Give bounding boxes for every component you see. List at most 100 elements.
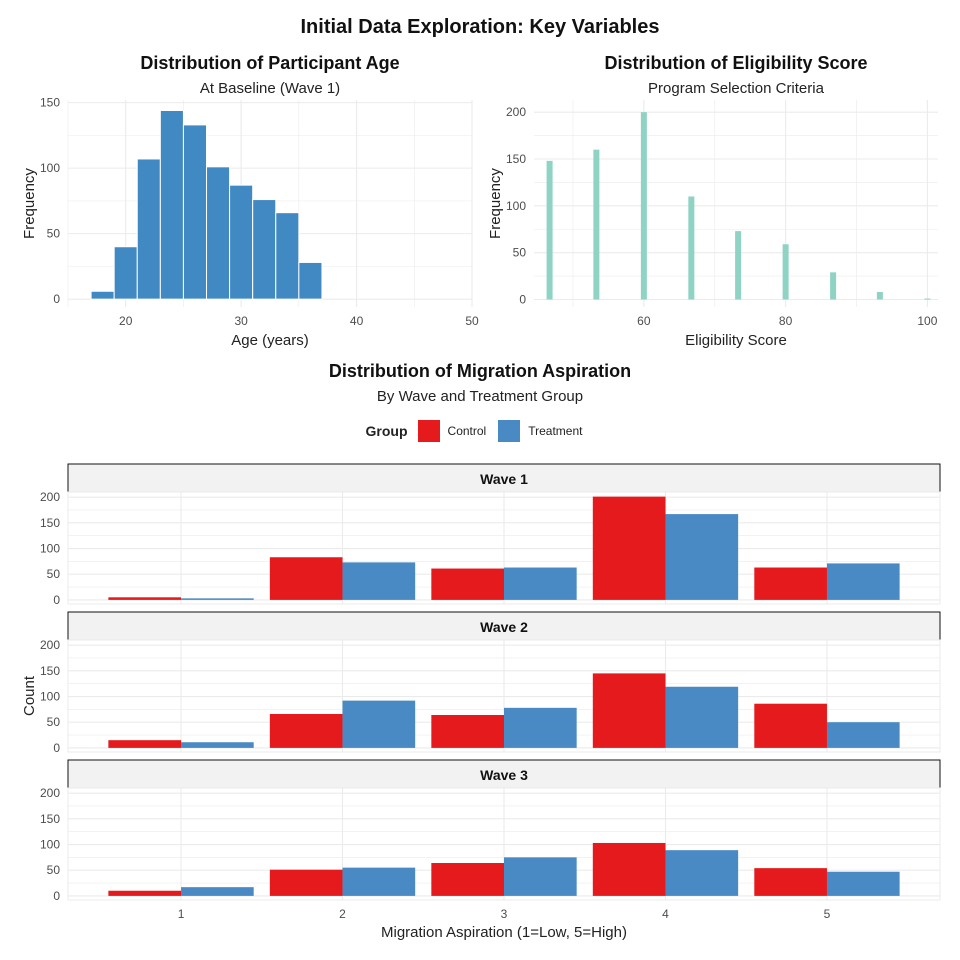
facet-strip bbox=[67, 611, 941, 641]
bar-control bbox=[754, 703, 827, 748]
eligibility-y-tick-label: 150 bbox=[506, 152, 526, 166]
migration-y-tick-label: 0 bbox=[53, 593, 60, 607]
migration-y-tick-label: 50 bbox=[47, 863, 61, 877]
bar-control bbox=[754, 567, 827, 600]
legend-title: Group bbox=[365, 423, 408, 439]
legend-label-control: Control bbox=[447, 424, 487, 438]
bar-treatment bbox=[342, 700, 416, 748]
legend-item-control: Control bbox=[417, 420, 487, 442]
migration-y-tick-label: 150 bbox=[40, 516, 60, 530]
migration-y-tick-label: 0 bbox=[53, 889, 60, 903]
migration-y-tick-label: 50 bbox=[47, 567, 61, 581]
age-x-axis-label: Age (years) bbox=[231, 332, 309, 349]
eligibility-y-tick-label: 200 bbox=[506, 105, 526, 119]
migration-y-tick-label: 200 bbox=[40, 786, 60, 800]
bar-treatment bbox=[826, 563, 900, 600]
age-histogram-bar bbox=[275, 212, 300, 300]
age-y-tick-label: 150 bbox=[40, 96, 60, 110]
facet-strip-label: Wave 3 bbox=[480, 767, 528, 783]
migration-chart-title: Distribution of Migration Aspiration bbox=[328, 361, 632, 381]
bar-treatment bbox=[665, 686, 739, 748]
eligibility-histogram-bar bbox=[735, 231, 742, 300]
age-chart-title: Distribution of Participant Age bbox=[140, 53, 400, 73]
eligibility-chart-title: Distribution of Eligibility Score bbox=[604, 53, 868, 73]
age-y-tick-label: 0 bbox=[53, 292, 60, 306]
bar-control bbox=[754, 868, 827, 896]
eligibility-x-axis-label: Eligibility Score bbox=[685, 332, 787, 349]
bar-control bbox=[431, 863, 504, 896]
migration-x-tick-label: 2 bbox=[339, 907, 346, 921]
group-legend: Group Control Treatment bbox=[0, 418, 960, 444]
bar-treatment bbox=[826, 722, 900, 748]
migration-y-tick-label: 100 bbox=[40, 838, 60, 852]
eligibility-histogram-bar bbox=[924, 298, 931, 300]
migration-x-axis-label: Migration Aspiration (1=Low, 5=High) bbox=[381, 924, 627, 941]
eligibility-histogram-bar bbox=[830, 272, 837, 300]
eligibility-x-tick-label: 60 bbox=[637, 314, 651, 328]
bar-treatment bbox=[181, 598, 254, 600]
age-x-tick-label: 40 bbox=[350, 314, 364, 328]
bar-treatment bbox=[504, 567, 577, 600]
migration-y-tick-label: 200 bbox=[40, 638, 60, 652]
legend-label-treatment: Treatment bbox=[528, 424, 583, 438]
eligibility-histogram-bar bbox=[876, 292, 883, 300]
facet-strip bbox=[67, 463, 941, 493]
migration-chart-subtitle: By Wave and Treatment Group bbox=[376, 388, 584, 405]
bar-treatment bbox=[826, 871, 900, 896]
migration-y-tick-label: 150 bbox=[40, 664, 60, 678]
legend-item-treatment: Treatment bbox=[498, 420, 582, 442]
bar-control bbox=[269, 869, 343, 896]
migration-x-tick-label: 3 bbox=[501, 907, 508, 921]
bar-treatment bbox=[342, 562, 416, 600]
legend-swatch-control bbox=[417, 420, 440, 442]
age-x-tick-label: 20 bbox=[119, 314, 133, 328]
bar-control bbox=[269, 713, 343, 748]
figure-title: Initial Data Exploration: Key Variables bbox=[300, 16, 660, 38]
migration-y-tick-label: 100 bbox=[40, 542, 60, 556]
migration-x-tick-label: 5 bbox=[824, 907, 831, 921]
eligibility-x-tick-label: 80 bbox=[779, 314, 793, 328]
migration-y-tick-label: 50 bbox=[47, 715, 61, 729]
eligibility-histogram-bar bbox=[782, 244, 789, 300]
migration-y-axis-label: Count bbox=[21, 675, 38, 716]
bar-control bbox=[269, 557, 343, 600]
age-y-tick-label: 100 bbox=[40, 161, 60, 175]
eligibility-x-tick-label: 100 bbox=[917, 314, 937, 328]
bar-control bbox=[108, 740, 182, 748]
facet-strip-label: Wave 1 bbox=[480, 471, 528, 487]
eligibility-y-tick-label: 100 bbox=[506, 199, 526, 213]
bar-treatment bbox=[665, 850, 739, 896]
migration-y-tick-label: 150 bbox=[40, 812, 60, 826]
bar-control bbox=[431, 568, 504, 600]
eligibility-histogram-bar bbox=[593, 149, 600, 300]
bar-control bbox=[108, 890, 182, 896]
age-histogram-bar bbox=[298, 261, 323, 300]
age-y-tick-label: 50 bbox=[47, 227, 61, 241]
age-chart-subtitle: At Baseline (Wave 1) bbox=[199, 80, 341, 97]
age-x-tick-label: 50 bbox=[465, 314, 479, 328]
bar-treatment bbox=[181, 887, 254, 896]
age-x-tick-label: 30 bbox=[234, 314, 248, 328]
bar-treatment bbox=[504, 707, 577, 748]
bar-treatment bbox=[181, 742, 254, 748]
bar-control bbox=[592, 842, 666, 896]
migration-x-tick-label: 1 bbox=[178, 907, 185, 921]
facet-strip-label: Wave 2 bbox=[480, 619, 528, 635]
age-y-axis-label: Frequency bbox=[21, 168, 38, 239]
eligibility-histogram-bar bbox=[688, 196, 695, 300]
eligibility-chart-subtitle: Program Selection Criteria bbox=[648, 80, 824, 97]
eligibility-y-tick-label: 0 bbox=[519, 293, 526, 307]
migration-y-tick-label: 0 bbox=[53, 741, 60, 755]
bar-treatment bbox=[665, 514, 739, 600]
bar-treatment bbox=[504, 857, 577, 896]
migration-y-tick-label: 200 bbox=[40, 490, 60, 504]
eligibility-y-tick-label: 50 bbox=[513, 246, 527, 260]
migration-y-tick-label: 100 bbox=[40, 690, 60, 704]
bar-treatment bbox=[342, 867, 416, 896]
eligibility-histogram-bar bbox=[640, 112, 647, 300]
facet-strip bbox=[67, 759, 941, 789]
bar-control bbox=[592, 496, 666, 600]
